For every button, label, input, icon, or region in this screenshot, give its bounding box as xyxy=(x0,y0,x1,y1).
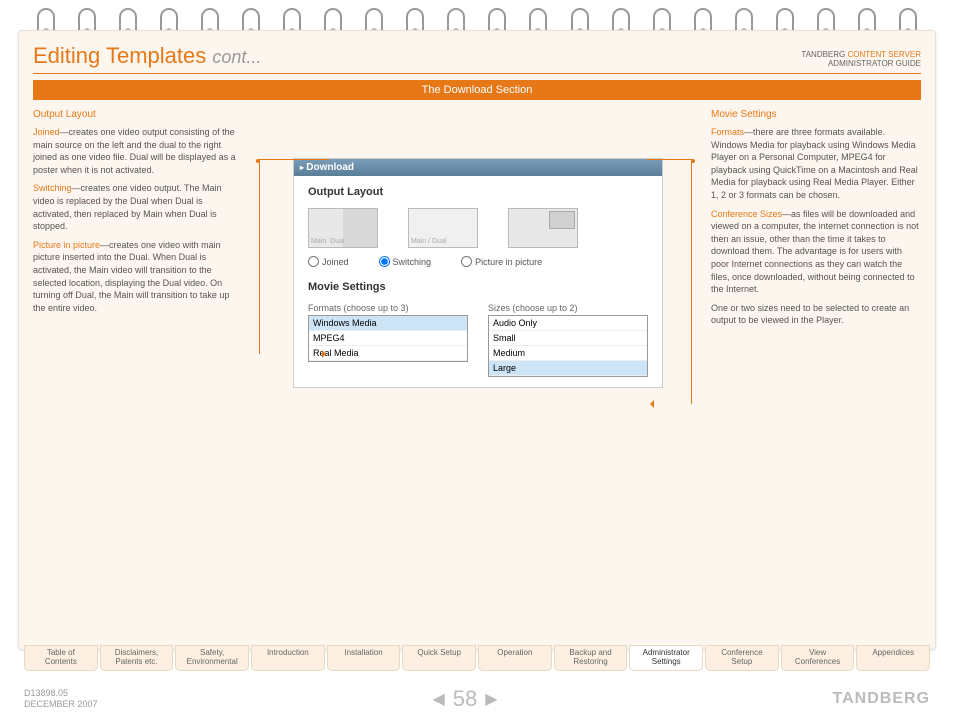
panel-header: Download xyxy=(294,159,662,176)
output-layout-heading: Output Layout xyxy=(308,186,648,198)
sizes-list[interactable]: Audio Only Small Medium Large xyxy=(488,315,648,377)
sizes-caption: Sizes (choose up to 2) xyxy=(488,303,648,313)
formats-caption: Formats (choose up to 3) xyxy=(308,303,468,313)
movie-settings-heading: Movie Settings xyxy=(308,281,648,293)
radio-switching[interactable]: Switching xyxy=(379,256,432,267)
thumb-joined[interactable]: MainDual xyxy=(308,208,378,248)
brand-logo: TANDBERG xyxy=(833,690,930,708)
layout-radios: Joined Switching Picture in picture xyxy=(308,256,648,267)
nav-tab[interactable]: Introduction xyxy=(251,645,325,671)
callout-arrow-left xyxy=(259,159,329,354)
nav-tab[interactable]: Appendices xyxy=(856,645,930,671)
page-title: Editing Templates cont... xyxy=(33,43,261,69)
nav-tab[interactable]: AdministratorSettings xyxy=(629,645,703,671)
doc-meta: TANDBERG CONTENT SERVER ADMINISTRATOR GU… xyxy=(801,50,921,69)
nav-tab[interactable]: Disclaimers,Patents etc. xyxy=(100,645,174,671)
thumb-switching[interactable]: Main / Dual xyxy=(408,208,478,248)
page-content: Editing Templates cont... TANDBERG CONTE… xyxy=(18,30,936,650)
section-banner: The Download Section xyxy=(33,80,921,100)
doc-id: D13898.05DECEMBER 2007 xyxy=(24,688,98,710)
page-nav: ◀ 58 ▶ xyxy=(432,686,497,712)
screenshot-panel: Download Output Layout MainDual Main / D… xyxy=(293,158,663,388)
nav-tab[interactable]: Quick Setup xyxy=(402,645,476,671)
nav-tab[interactable]: ViewConferences xyxy=(781,645,855,671)
left-heading: Output Layout xyxy=(33,108,243,122)
nav-tab[interactable]: Operation xyxy=(478,645,552,671)
nav-tab[interactable]: Backup andRestoring xyxy=(554,645,628,671)
thumb-pip[interactable]: Main xyxy=(508,208,578,248)
nav-tab[interactable]: ConferenceSetup xyxy=(705,645,779,671)
list-item[interactable]: Small xyxy=(489,331,647,346)
right-column: Movie Settings Formats—there are three f… xyxy=(711,108,921,618)
page-number: 58 xyxy=(453,686,477,712)
list-item[interactable]: Large xyxy=(489,361,647,376)
left-column: Output Layout Joined—creates one video o… xyxy=(33,108,243,618)
spiral-binding xyxy=(0,0,954,30)
nav-tabs: Table ofContentsDisclaimers,Patents etc.… xyxy=(24,645,930,671)
radio-pip[interactable]: Picture in picture xyxy=(461,256,542,267)
formats-list[interactable]: Windows Media MPEG4 Real Media xyxy=(308,315,468,362)
list-item[interactable]: Windows Media xyxy=(309,316,467,331)
list-item[interactable]: Audio Only xyxy=(489,316,647,331)
next-page-icon[interactable]: ▶ xyxy=(485,689,497,709)
list-item[interactable]: Real Media xyxy=(309,346,467,361)
layout-thumbnails: MainDual Main / Dual Main xyxy=(308,208,648,248)
nav-tab[interactable]: Safety,Environmental xyxy=(175,645,249,671)
nav-tab[interactable]: Installation xyxy=(327,645,401,671)
right-heading: Movie Settings xyxy=(711,108,921,122)
prev-page-icon[interactable]: ◀ xyxy=(432,689,444,709)
center-column: Download Output Layout MainDual Main / D… xyxy=(253,108,701,618)
nav-tab[interactable]: Table ofContents xyxy=(24,645,98,671)
list-item[interactable]: Medium xyxy=(489,346,647,361)
list-item[interactable]: MPEG4 xyxy=(309,331,467,346)
page-footer: D13898.05DECEMBER 2007 ◀ 58 ▶ TANDBERG xyxy=(24,686,930,712)
callout-arrow-right xyxy=(647,159,692,404)
